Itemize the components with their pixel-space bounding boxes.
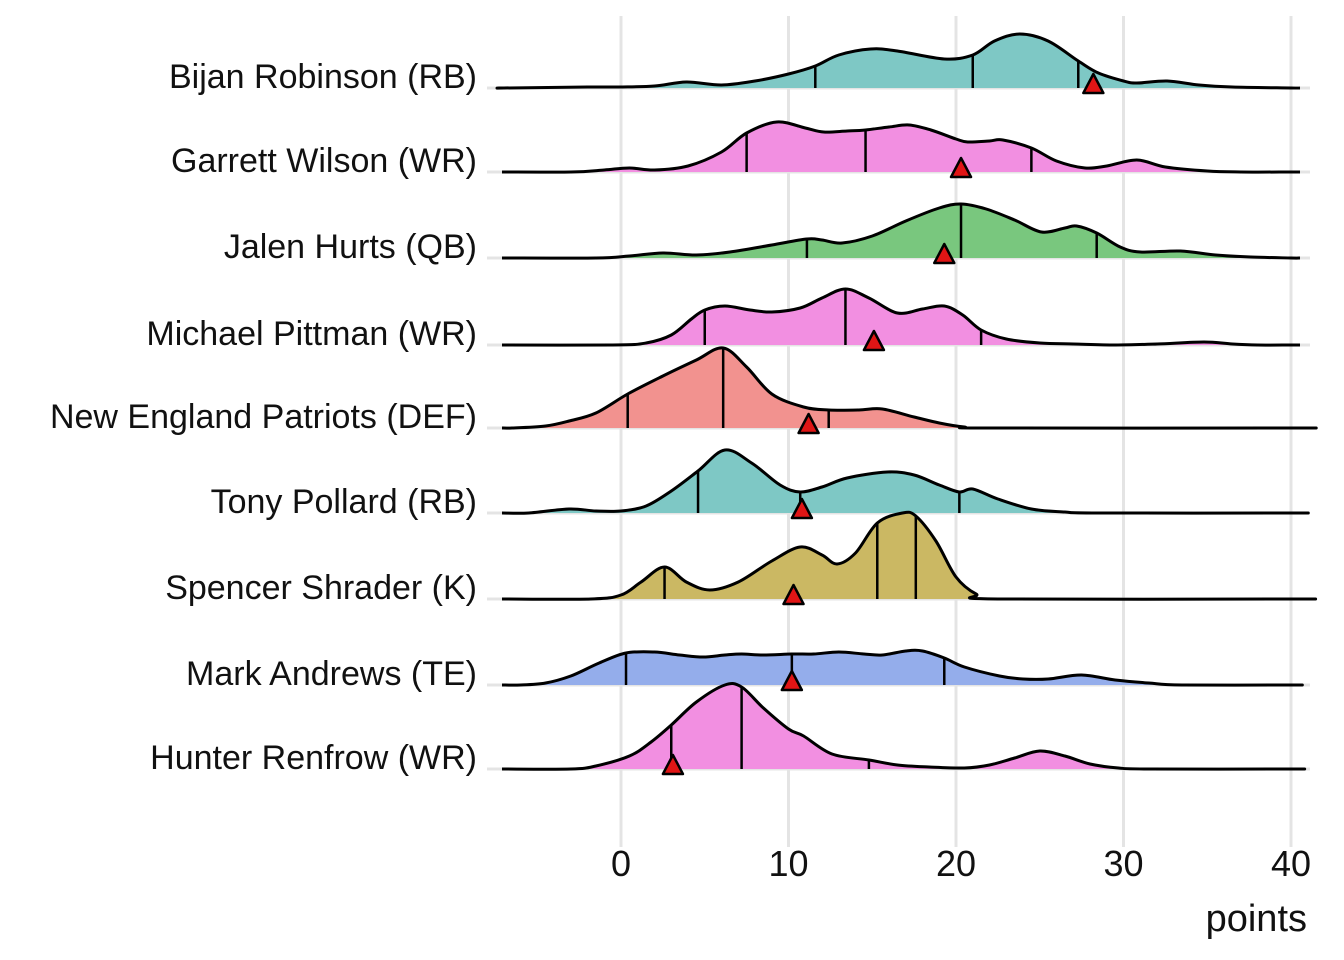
x-tick-label: 10 bbox=[768, 843, 808, 884]
x-tick-label: 20 bbox=[936, 843, 976, 884]
y-axis-label: New England Patriots (DEF) bbox=[50, 398, 477, 436]
ridge-density-wr bbox=[501, 120, 1300, 174]
y-axis-label: Tony Pollard (RB) bbox=[211, 483, 477, 521]
ridge-density-k bbox=[501, 510, 1318, 601]
actual-points-marker bbox=[949, 156, 973, 179]
ridge-density-te bbox=[501, 648, 1304, 687]
actual-points-marker bbox=[790, 497, 814, 520]
ridge-density-def bbox=[501, 346, 1318, 430]
actual-points-marker bbox=[661, 753, 685, 776]
y-axis-label: Michael Pittman (WR) bbox=[146, 315, 477, 353]
actual-points-marker bbox=[782, 583, 805, 606]
x-tick-label: 40 bbox=[1271, 843, 1311, 884]
y-axis-label: Hunter Renfrow (WR) bbox=[150, 739, 477, 777]
ridge-density-rb bbox=[501, 448, 1310, 515]
x-tick-label: 0 bbox=[611, 843, 631, 884]
ridge-density-wr bbox=[501, 287, 1300, 347]
ridge-density-rb bbox=[495, 32, 1301, 90]
y-axis-label: Mark Andrews (TE) bbox=[186, 655, 477, 693]
actual-points-marker bbox=[862, 329, 886, 352]
actual-points-marker bbox=[933, 242, 956, 265]
actual-points-marker bbox=[1082, 72, 1105, 95]
y-axis-label: Jalen Hurts (QB) bbox=[224, 228, 477, 266]
y-axis-label: Garrett Wilson (WR) bbox=[171, 142, 477, 180]
y-axis-label: Spencer Shrader (K) bbox=[165, 569, 477, 607]
x-axis-title: points bbox=[1206, 898, 1307, 940]
actual-points-marker bbox=[797, 412, 820, 435]
actual-points-marker bbox=[780, 669, 804, 692]
ridge-density-wr bbox=[501, 682, 1307, 771]
x-tick-label: 30 bbox=[1103, 843, 1143, 884]
ridge-density-qb bbox=[501, 202, 1301, 260]
y-axis-label: Bijan Robinson (RB) bbox=[169, 58, 477, 96]
